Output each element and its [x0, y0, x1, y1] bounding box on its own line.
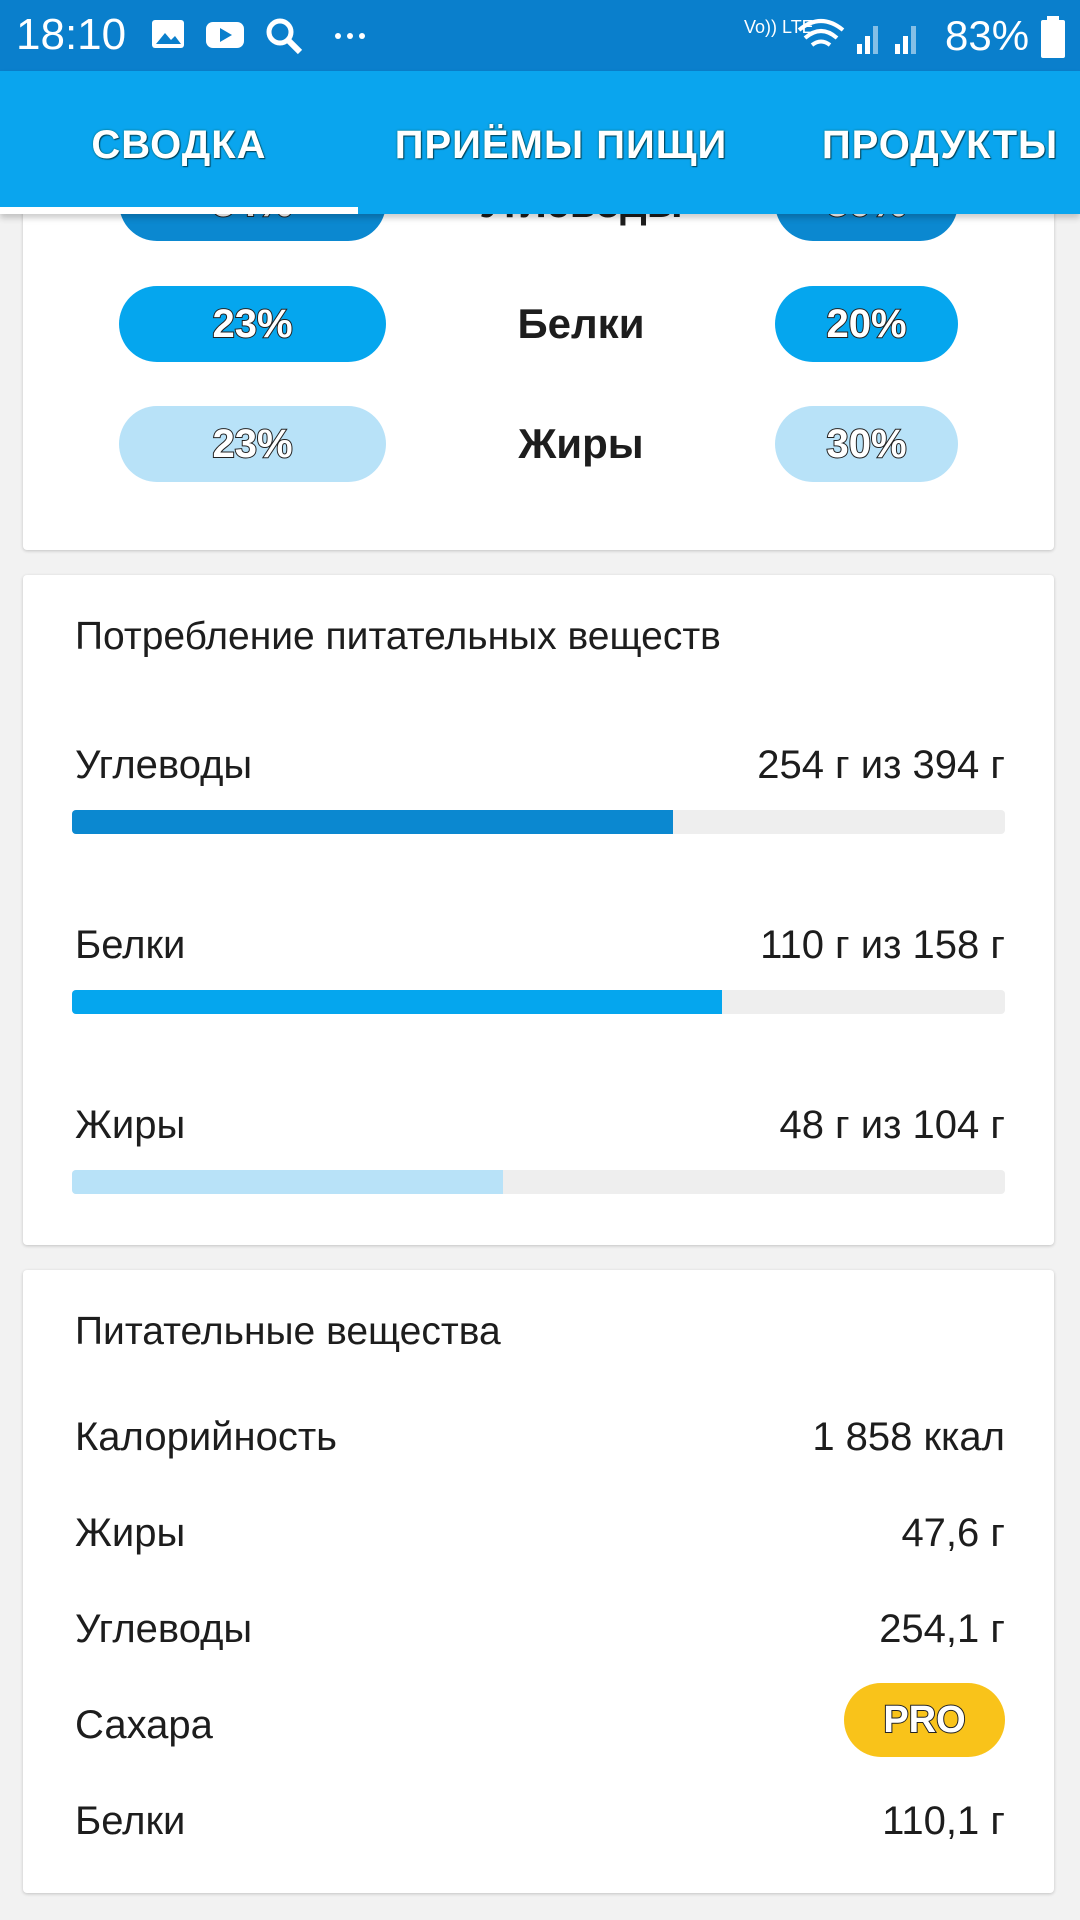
status-icons [152, 18, 365, 55]
nutrient-value: 1 858 ккал [812, 1415, 1005, 1459]
clock: 18:10 [16, 10, 127, 59]
goal-pill: 20% [775, 286, 958, 362]
nutrient-value: 47,6 г [901, 1511, 1005, 1555]
tab-bar: СВОДКА ПРИЁМЫ ПИЩИ ПРОДУКТЫ [0, 71, 1080, 214]
progress-track [72, 990, 1005, 1014]
macro-label: Жиры [518, 420, 644, 467]
nutrient-amount: 254 г из 394 г [757, 743, 1005, 787]
nutrient-label: Углеводы [75, 743, 253, 787]
nutrient-label: Жиры [75, 1103, 186, 1147]
nutrient-label: Белки [75, 1799, 186, 1843]
consumed-pill: 23% [119, 406, 386, 482]
intake-card: Потребление питательных веществ Углеводы… [23, 575, 1054, 1245]
tab-indicator [0, 207, 358, 214]
nutrient-label: Жиры [75, 1511, 186, 1555]
macro-label: Белки [517, 300, 645, 347]
tab[interactable]: ПРИЁМЫ ПИЩИ [394, 123, 728, 167]
nutrient-amount: 48 г из 104 г [779, 1103, 1005, 1147]
goal-pill: 30% [775, 406, 958, 482]
progress-track [72, 810, 1005, 834]
progress-track [72, 1170, 1005, 1194]
nutrient-label: Белки [75, 923, 186, 967]
tab[interactable]: СВОДКА [91, 123, 267, 167]
progress-bar [72, 990, 722, 1014]
nutrient-label: Углеводы [75, 1607, 253, 1651]
nutrient-value: 254,1 г [879, 1607, 1005, 1651]
pro-badge[interactable]: PRO [844, 1683, 1005, 1757]
signal-icons [797, 19, 916, 54]
card-title: Потребление питательных веществ [75, 615, 721, 658]
status-bar: 18:10 Vo)) LTE 83% [0, 0, 1080, 71]
nutrient-label: Сахара [75, 1703, 213, 1747]
nutrient-amount: 110 г из 158 г [760, 923, 1005, 967]
nutrients-card: Питательные вещества Калорийность 1 858 к… [23, 1270, 1054, 1893]
progress-bar [72, 1170, 503, 1194]
network-type: Vo)) LTE [744, 17, 814, 37]
battery-icon [1041, 16, 1065, 58]
progress-bar [72, 810, 674, 834]
tab[interactable]: ПРОДУКТЫ [821, 123, 1059, 167]
nutrient-label: Калорийность [75, 1415, 338, 1459]
battery-level: 83% [945, 12, 1030, 59]
consumed-pill: 23% [119, 286, 386, 362]
nutrient-value: 110,1 г [882, 1799, 1005, 1843]
card-title: Питательные вещества [75, 1310, 501, 1353]
